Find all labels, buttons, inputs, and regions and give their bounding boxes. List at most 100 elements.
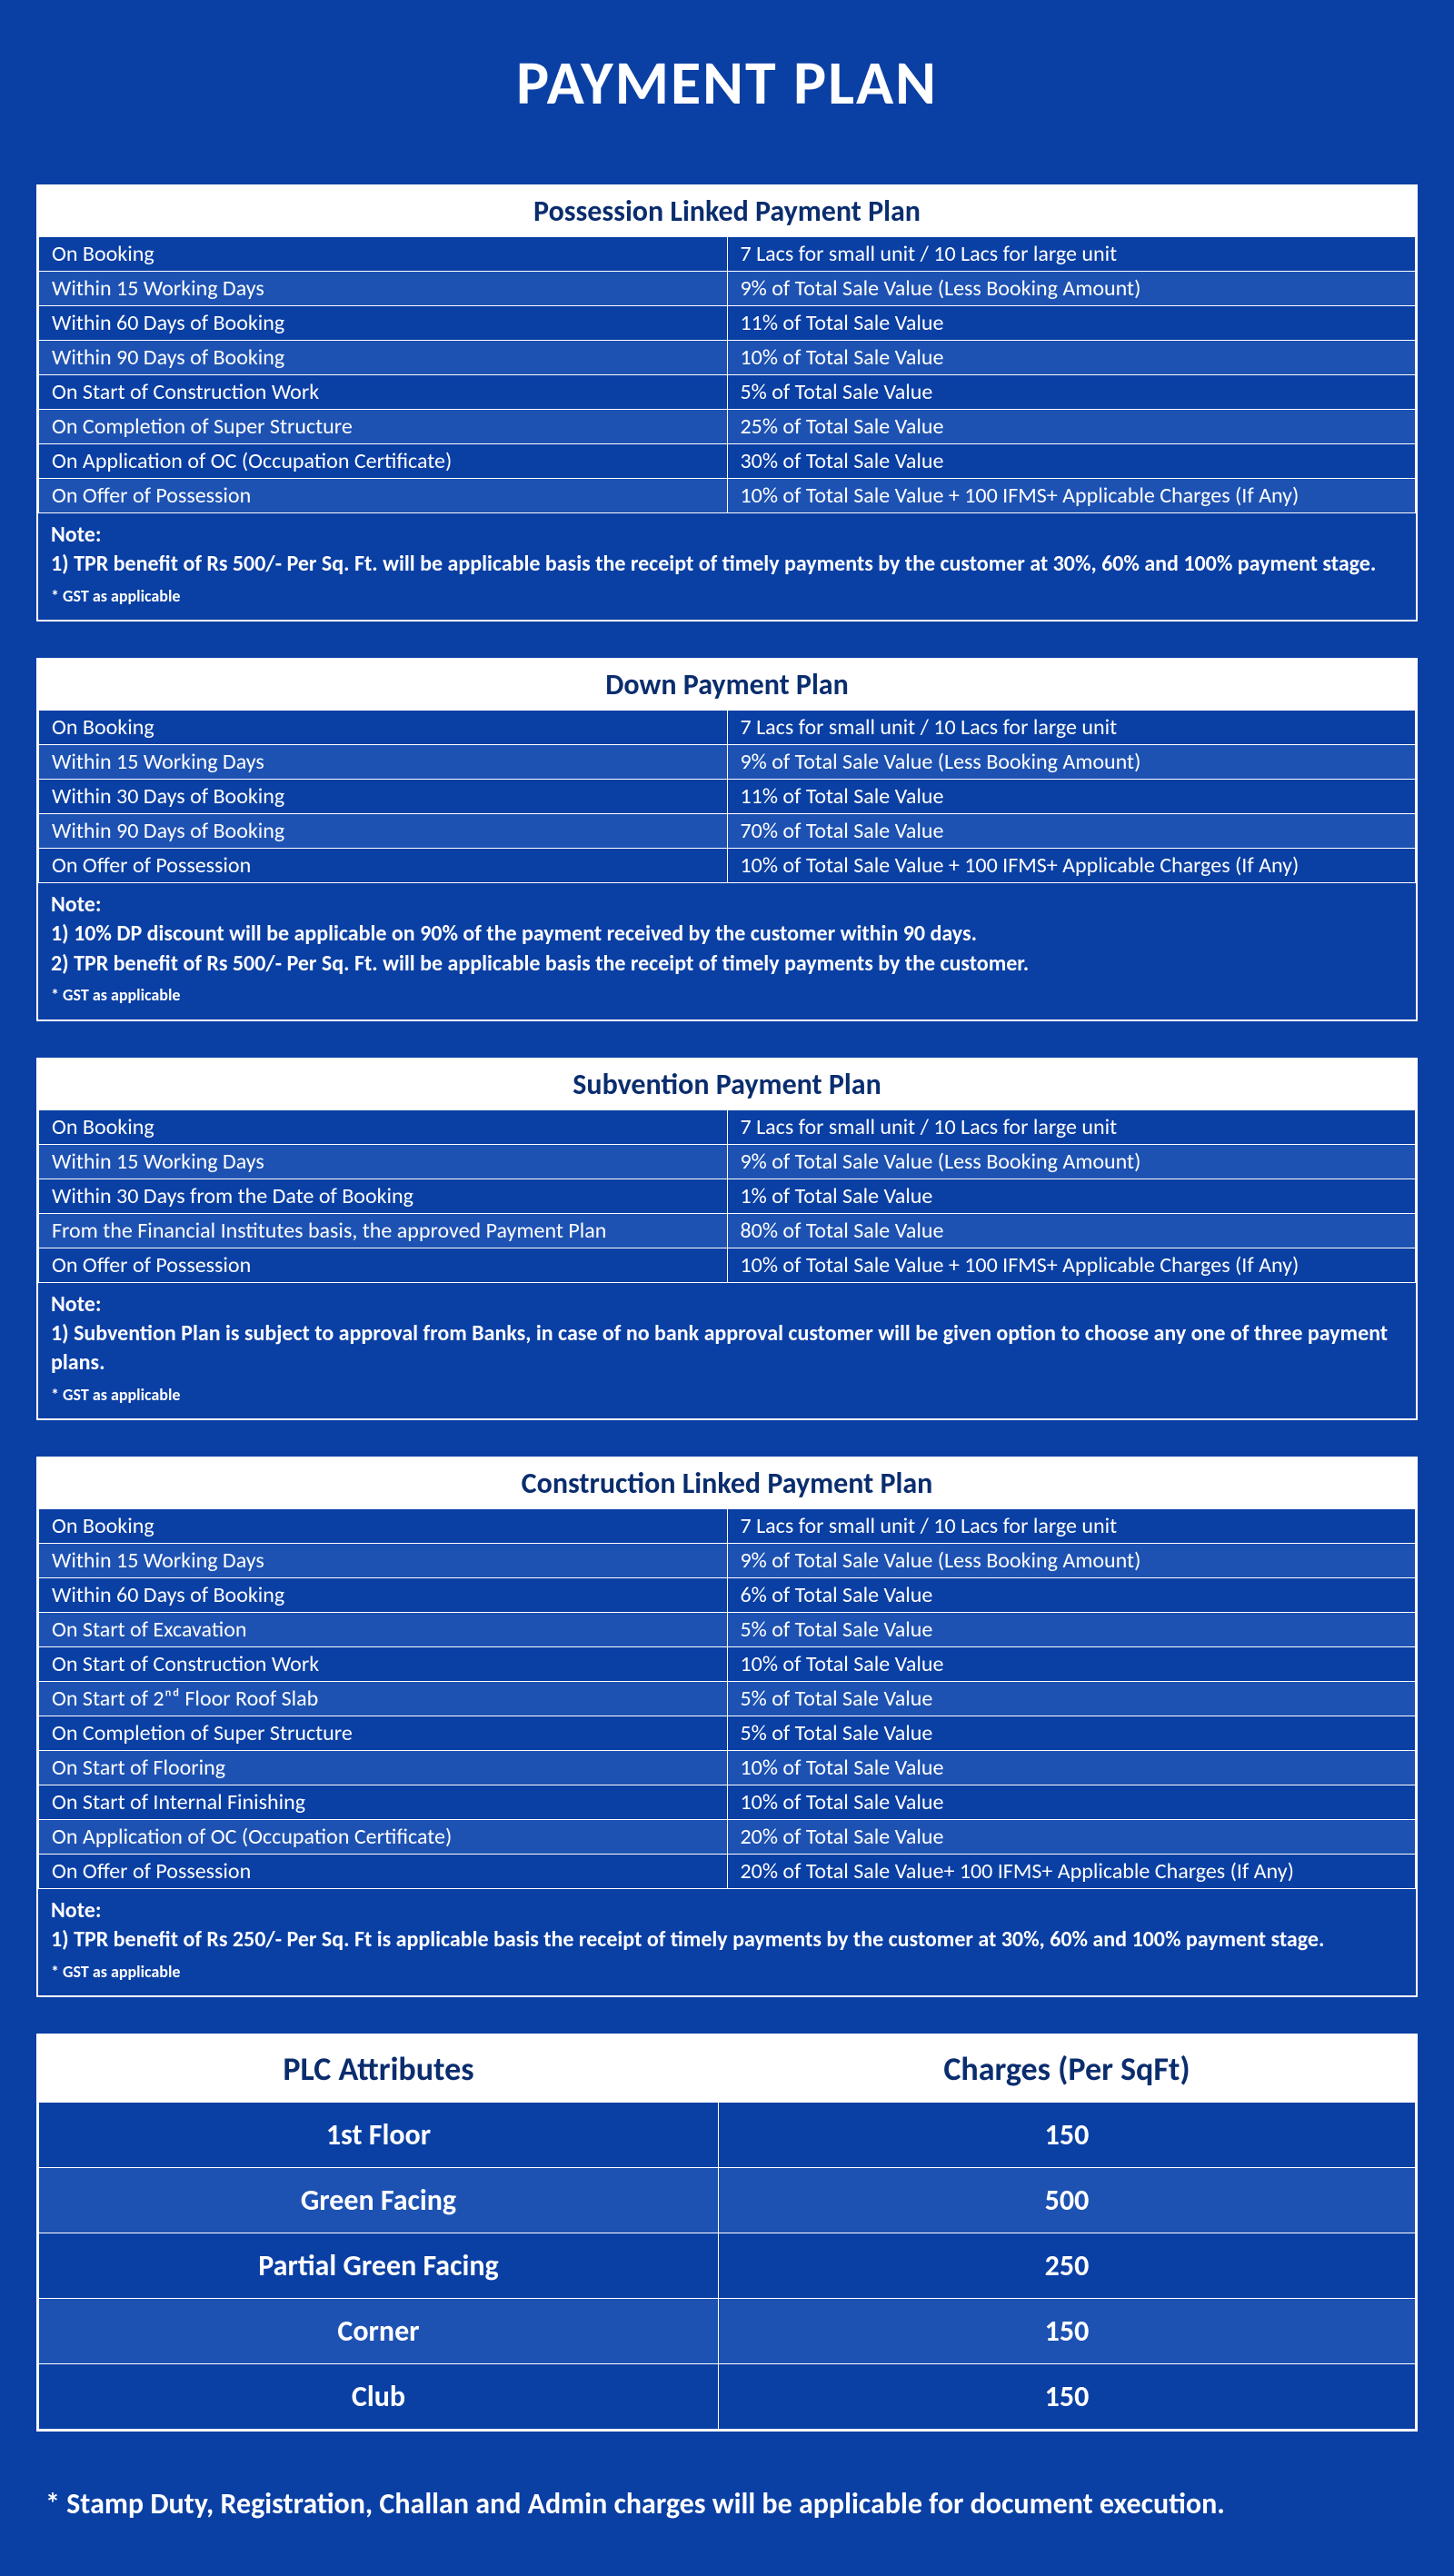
- table-row: Within 15 Working Days9% of Total Sale V…: [39, 1544, 1416, 1578]
- milestone-cell: On Booking: [39, 1109, 728, 1144]
- milestone-cell: On Start of Construction Work: [39, 1647, 728, 1682]
- plan-block: Subvention Payment PlanOn Booking7 Lacs …: [36, 1058, 1418, 1420]
- table-row: From the Financial Institutes basis, the…: [39, 1213, 1416, 1248]
- payment-cell: 20% of Total Sale Value+ 100 IFMS+ Appli…: [727, 1855, 1416, 1889]
- payment-cell: 1% of Total Sale Value: [727, 1179, 1416, 1213]
- note-block: Note:1) TPR benefit of Rs 250/- Per Sq. …: [38, 1889, 1416, 1995]
- payment-cell: 7 Lacs for small unit / 10 Lacs for larg…: [727, 237, 1416, 272]
- note-block: Note:1) TPR benefit of Rs 500/- Per Sq. …: [38, 513, 1416, 620]
- milestone-cell: Within 60 Days of Booking: [39, 306, 728, 341]
- plc-charge-cell: 150: [718, 2364, 1415, 2430]
- plan-table: On Booking7 Lacs for small unit / 10 Lac…: [38, 236, 1416, 513]
- plan-header: Construction Linked Payment Plan: [38, 1458, 1416, 1508]
- table-row: On Booking7 Lacs for small unit / 10 Lac…: [39, 1109, 1416, 1144]
- milestone-cell: On Offer of Possession: [39, 849, 728, 883]
- gst-note: * GST as applicable: [51, 984, 1403, 1006]
- table-row: On Application of OC (Occupation Certifi…: [39, 444, 1416, 479]
- plc-row: 1st Floor150: [39, 2103, 1416, 2168]
- plan-table: On Booking7 Lacs for small unit / 10 Lac…: [38, 1109, 1416, 1283]
- table-row: On Booking7 Lacs for small unit / 10 Lac…: [39, 711, 1416, 745]
- milestone-cell: Within 15 Working Days: [39, 745, 728, 780]
- plan-header: Subvention Payment Plan: [38, 1059, 1416, 1109]
- milestone-cell: Within 30 Days of Booking: [39, 780, 728, 814]
- note-line: 1) 10% DP discount will be applicable on…: [51, 920, 1403, 949]
- payment-cell: 9% of Total Sale Value (Less Booking Amo…: [727, 1544, 1416, 1578]
- note-line: 2) TPR benefit of Rs 500/- Per Sq. Ft. w…: [51, 950, 1403, 979]
- plan-block: Construction Linked Payment PlanOn Booki…: [36, 1457, 1418, 1997]
- milestone-cell: On Completion of Super Structure: [39, 1716, 728, 1751]
- milestone-cell: Within 30 Days from the Date of Booking: [39, 1179, 728, 1213]
- table-row: On Start of Internal Finishing10% of Tot…: [39, 1785, 1416, 1820]
- table-row: Within 60 Days of Booking11% of Total Sa…: [39, 306, 1416, 341]
- payment-cell: 7 Lacs for small unit / 10 Lacs for larg…: [727, 1509, 1416, 1544]
- page-title: PAYMENT PLAN: [36, 45, 1418, 121]
- milestone-cell: On Offer of Possession: [39, 1248, 728, 1282]
- table-row: On Completion of Super Structure5% of To…: [39, 1716, 1416, 1751]
- table-row: On Offer of Possession10% of Total Sale …: [39, 479, 1416, 513]
- plc-charge-cell: 500: [718, 2168, 1415, 2233]
- payment-cell: 10% of Total Sale Value: [727, 1785, 1416, 1820]
- gst-note: * GST as applicable: [51, 1961, 1403, 1983]
- table-row: Within 60 Days of Booking6% of Total Sal…: [39, 1578, 1416, 1613]
- table-row: On Start of Flooring10% of Total Sale Va…: [39, 1751, 1416, 1785]
- plc-attr-cell: Club: [39, 2364, 719, 2430]
- payment-cell: 9% of Total Sale Value (Less Booking Amo…: [727, 272, 1416, 306]
- footer-note: * Stamp Duty, Registration, Challan and …: [36, 2486, 1418, 2521]
- payment-cell: 6% of Total Sale Value: [727, 1578, 1416, 1613]
- payment-cell: 5% of Total Sale Value: [727, 1716, 1416, 1751]
- plc-attr-cell: Green Facing: [39, 2168, 719, 2233]
- payment-cell: 10% of Total Sale Value + 100 IFMS+ Appl…: [727, 849, 1416, 883]
- note-label: Note:: [51, 521, 1403, 550]
- milestone-cell: Within 15 Working Days: [39, 1544, 728, 1578]
- note-line: 1) TPR benefit of Rs 250/- Per Sq. Ft is…: [51, 1925, 1403, 1954]
- payment-cell: 10% of Total Sale Value: [727, 341, 1416, 375]
- payment-cell: 11% of Total Sale Value: [727, 306, 1416, 341]
- payment-cell: 10% of Total Sale Value + 100 IFMS+ Appl…: [727, 1248, 1416, 1282]
- payment-cell: 9% of Total Sale Value (Less Booking Amo…: [727, 745, 1416, 780]
- milestone-cell: Within 15 Working Days: [39, 1144, 728, 1179]
- gst-note: * GST as applicable: [51, 1384, 1403, 1406]
- note-block: Note:1) Subvention Plan is subject to ap…: [38, 1283, 1416, 1418]
- payment-cell: 5% of Total Sale Value: [727, 1682, 1416, 1716]
- milestone-cell: Within 90 Days of Booking: [39, 814, 728, 849]
- note-label: Note:: [51, 1896, 1403, 1925]
- milestone-cell: On Application of OC (Occupation Certifi…: [39, 444, 728, 479]
- payment-cell: 80% of Total Sale Value: [727, 1213, 1416, 1248]
- milestone-cell: On Booking: [39, 711, 728, 745]
- plan-header: Possession Linked Payment Plan: [38, 186, 1416, 236]
- note-line: 1) TPR benefit of Rs 500/- Per Sq. Ft. w…: [51, 550, 1403, 579]
- table-row: On Start of Construction Work10% of Tota…: [39, 1647, 1416, 1682]
- plc-row: Corner150: [39, 2299, 1416, 2364]
- milestone-cell: On Offer of Possession: [39, 479, 728, 513]
- table-row: On Start of 2ⁿᵈ Floor Roof Slab5% of Tot…: [39, 1682, 1416, 1716]
- table-row: Within 15 Working Days9% of Total Sale V…: [39, 272, 1416, 306]
- payment-cell: 7 Lacs for small unit / 10 Lacs for larg…: [727, 1109, 1416, 1144]
- table-row: Within 30 Days of Booking11% of Total Sa…: [39, 780, 1416, 814]
- milestone-cell: Within 15 Working Days: [39, 272, 728, 306]
- payment-cell: 10% of Total Sale Value: [727, 1647, 1416, 1682]
- milestone-cell: On Completion of Super Structure: [39, 410, 728, 444]
- milestone-cell: On Start of Construction Work: [39, 375, 728, 410]
- payment-cell: 30% of Total Sale Value: [727, 444, 1416, 479]
- plc-attr-cell: 1st Floor: [39, 2103, 719, 2168]
- plc-row: Club150: [39, 2364, 1416, 2430]
- payment-cell: 7 Lacs for small unit / 10 Lacs for larg…: [727, 711, 1416, 745]
- milestone-cell: On Start of Internal Finishing: [39, 1785, 728, 1820]
- table-row: Within 90 Days of Booking10% of Total Sa…: [39, 341, 1416, 375]
- milestone-cell: On Start of Flooring: [39, 1751, 728, 1785]
- table-row: On Start of Excavation5% of Total Sale V…: [39, 1613, 1416, 1647]
- table-row: Within 15 Working Days9% of Total Sale V…: [39, 1144, 1416, 1179]
- milestone-cell: Within 90 Days of Booking: [39, 341, 728, 375]
- table-row: Within 15 Working Days9% of Total Sale V…: [39, 745, 1416, 780]
- milestone-cell: On Application of OC (Occupation Certifi…: [39, 1820, 728, 1855]
- milestone-cell: On Booking: [39, 1509, 728, 1544]
- table-row: On Application of OC (Occupation Certifi…: [39, 1820, 1416, 1855]
- plc-attr-cell: Partial Green Facing: [39, 2233, 719, 2299]
- plc-header-attr: PLC Attributes: [39, 2036, 719, 2103]
- table-row: On Offer of Possession10% of Total Sale …: [39, 1248, 1416, 1282]
- note-label: Note:: [51, 890, 1403, 920]
- milestone-cell: On Offer of Possession: [39, 1855, 728, 1889]
- plan-block: Possession Linked Payment PlanOn Booking…: [36, 184, 1418, 622]
- payment-cell: 20% of Total Sale Value: [727, 1820, 1416, 1855]
- plc-attr-cell: Corner: [39, 2299, 719, 2364]
